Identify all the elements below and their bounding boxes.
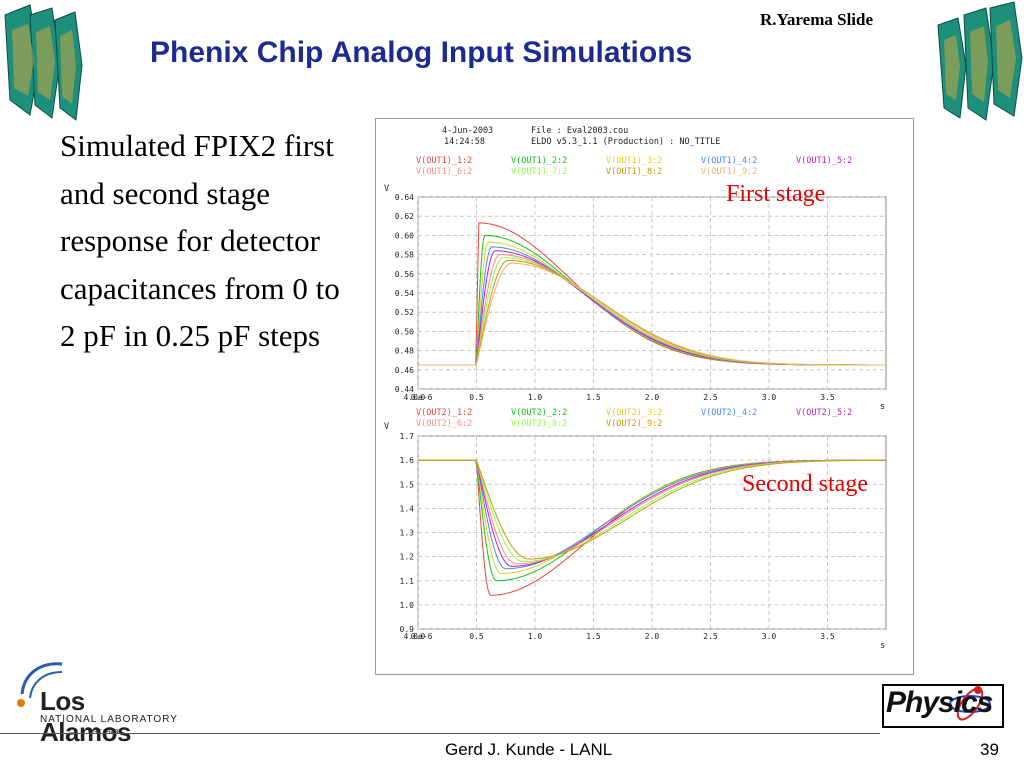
legend-entry: V(OUT2)_5:2	[796, 408, 852, 418]
y-tick-label: 1.0	[400, 601, 415, 610]
x-axis-unit: s	[880, 641, 885, 651]
x-tick-label: 3.5	[820, 632, 835, 641]
lanl-name: Los Alamos	[40, 686, 131, 747]
slide-title: Phenix Chip Analog Input Simulations	[150, 36, 693, 69]
x-tick-label: 2.5	[703, 393, 718, 402]
legend-entry: V(OUT1)_9:2	[701, 167, 757, 177]
legend-entry: V(OUT2)_1:2	[416, 408, 472, 418]
y-tick-label: 0.52	[395, 308, 414, 317]
x-tick-label: 0.5	[469, 393, 484, 402]
y-tick-label: 0.9	[400, 625, 415, 634]
y-tick-label: 1.2	[400, 553, 415, 562]
y-tick-label: 0.44	[395, 385, 414, 394]
x-tick-label: 3.0	[762, 632, 777, 641]
second-stage-label: Second stage	[742, 471, 868, 497]
corner-graphic-right	[937, 1, 1023, 121]
x-tick-label: 1.0	[528, 632, 543, 641]
x-tick-label: 0.0	[411, 393, 426, 402]
series-line	[418, 459, 886, 560]
legend-entry: V(OUT1)_2:2	[511, 156, 567, 166]
y-axis-unit: V	[384, 422, 389, 432]
y-tick-label: 0.54	[395, 289, 414, 298]
y-tick-label: 0.56	[395, 270, 414, 279]
legend-entry: V(OUT1)_8:2	[606, 167, 662, 177]
y-tick-label: 0.64	[395, 193, 414, 202]
legend-entry: V(OUT2)_4:2	[701, 408, 757, 418]
y-tick-label: 0.46	[395, 366, 414, 375]
lanl-est: EST.1943	[88, 729, 118, 736]
plot-header-time: 14:24:58	[444, 137, 485, 147]
legend-entry: V(OUT1)_6:2	[416, 167, 472, 177]
simulation-plot: 4-Jun-2003 File : Eval2003.cou 14:24:58 …	[384, 126, 887, 651]
legend-entry: V(OUT2)_2:2	[511, 408, 567, 418]
x-tick-label: 4.0e-6	[404, 632, 433, 641]
legend-entry: V(OUT2)_6:2	[416, 419, 472, 429]
y-tick-label: 1.5	[400, 480, 415, 489]
simulation-plot-frame: 4-Jun-2003 File : Eval2003.cou 14:24:58 …	[375, 118, 914, 675]
x-tick-label: 1.0	[528, 393, 543, 402]
footer-presenter: Gerd J. Kunde - LANL	[445, 740, 613, 759]
first-stage-label: First stage	[726, 181, 826, 207]
x-tick-label: 3.5	[820, 393, 835, 402]
slide-author: R.Yarema Slide	[760, 10, 874, 29]
plot-header-version: ELDO v5.3_1.1 (Production) : NO_TITLE	[531, 137, 720, 147]
x-tick-label: 1.5	[586, 632, 601, 641]
legend-entry: V(OUT2)_8:2	[511, 419, 567, 429]
x-tick-label: 0.0	[411, 632, 426, 641]
legend-entry: V(OUT1)_5:2	[796, 156, 852, 166]
plot-header-date: 4-Jun-2003	[442, 126, 493, 136]
corner-graphic-left	[4, 4, 83, 121]
y-tick-label: 1.6	[400, 456, 415, 465]
x-axis-unit: s	[880, 402, 885, 412]
legend-entry: V(OUT1)_3:2	[606, 156, 662, 166]
plot-header-file: File : Eval2003.cou	[531, 126, 628, 136]
legend-entry: V(OUT1)_7:2	[511, 167, 567, 177]
y-tick-label: 0.50	[395, 327, 414, 336]
footer-divider	[0, 733, 880, 734]
x-tick-label: 0.5	[469, 632, 484, 641]
lanl-sub: NATIONAL LABORATORY	[40, 714, 178, 725]
y-tick-label: 0.58	[395, 251, 414, 260]
legend-entry: V(OUT2)_9:2	[606, 419, 662, 429]
los-alamos-emblem-icon	[17, 662, 63, 707]
x-tick-label: 2.0	[645, 632, 660, 641]
legend-entry: V(OUT2)_3:2	[606, 408, 662, 418]
x-tick-label: 4.0e-6	[404, 393, 433, 402]
page-number: 39	[980, 740, 999, 759]
series-line	[418, 262, 886, 366]
y-tick-label: 0.62	[395, 212, 414, 221]
x-tick-label: 1.5	[586, 393, 601, 402]
y-tick-label: 1.7	[400, 432, 415, 441]
x-tick-label: 2.0	[645, 393, 660, 402]
y-tick-label: 1.3	[400, 529, 415, 538]
x-tick-label: 2.5	[703, 632, 718, 641]
y-tick-label: 0.48	[395, 347, 414, 356]
physics-logo-text: Physics	[886, 686, 993, 719]
los-alamos-logo: Los Alamos NATIONAL LABORATORY EST.1943	[10, 658, 180, 747]
y-tick-label: 0.60	[395, 231, 414, 240]
atom-icon	[949, 686, 991, 721]
slide-body-text: Simulated FPIX2 first and second stage r…	[60, 128, 340, 353]
physics-logo: Physics	[878, 680, 1006, 730]
x-tick-label: 3.0	[762, 393, 777, 402]
physics-logo-box	[882, 684, 1004, 728]
series-line	[418, 222, 886, 366]
y-tick-label: 1.4	[400, 504, 415, 513]
legend-entry: V(OUT1)_1:2	[416, 156, 472, 166]
y-axis-unit: V	[384, 184, 389, 194]
y-tick-label: 1.1	[400, 577, 415, 586]
legend-entry: V(OUT1)_4:2	[701, 156, 757, 166]
